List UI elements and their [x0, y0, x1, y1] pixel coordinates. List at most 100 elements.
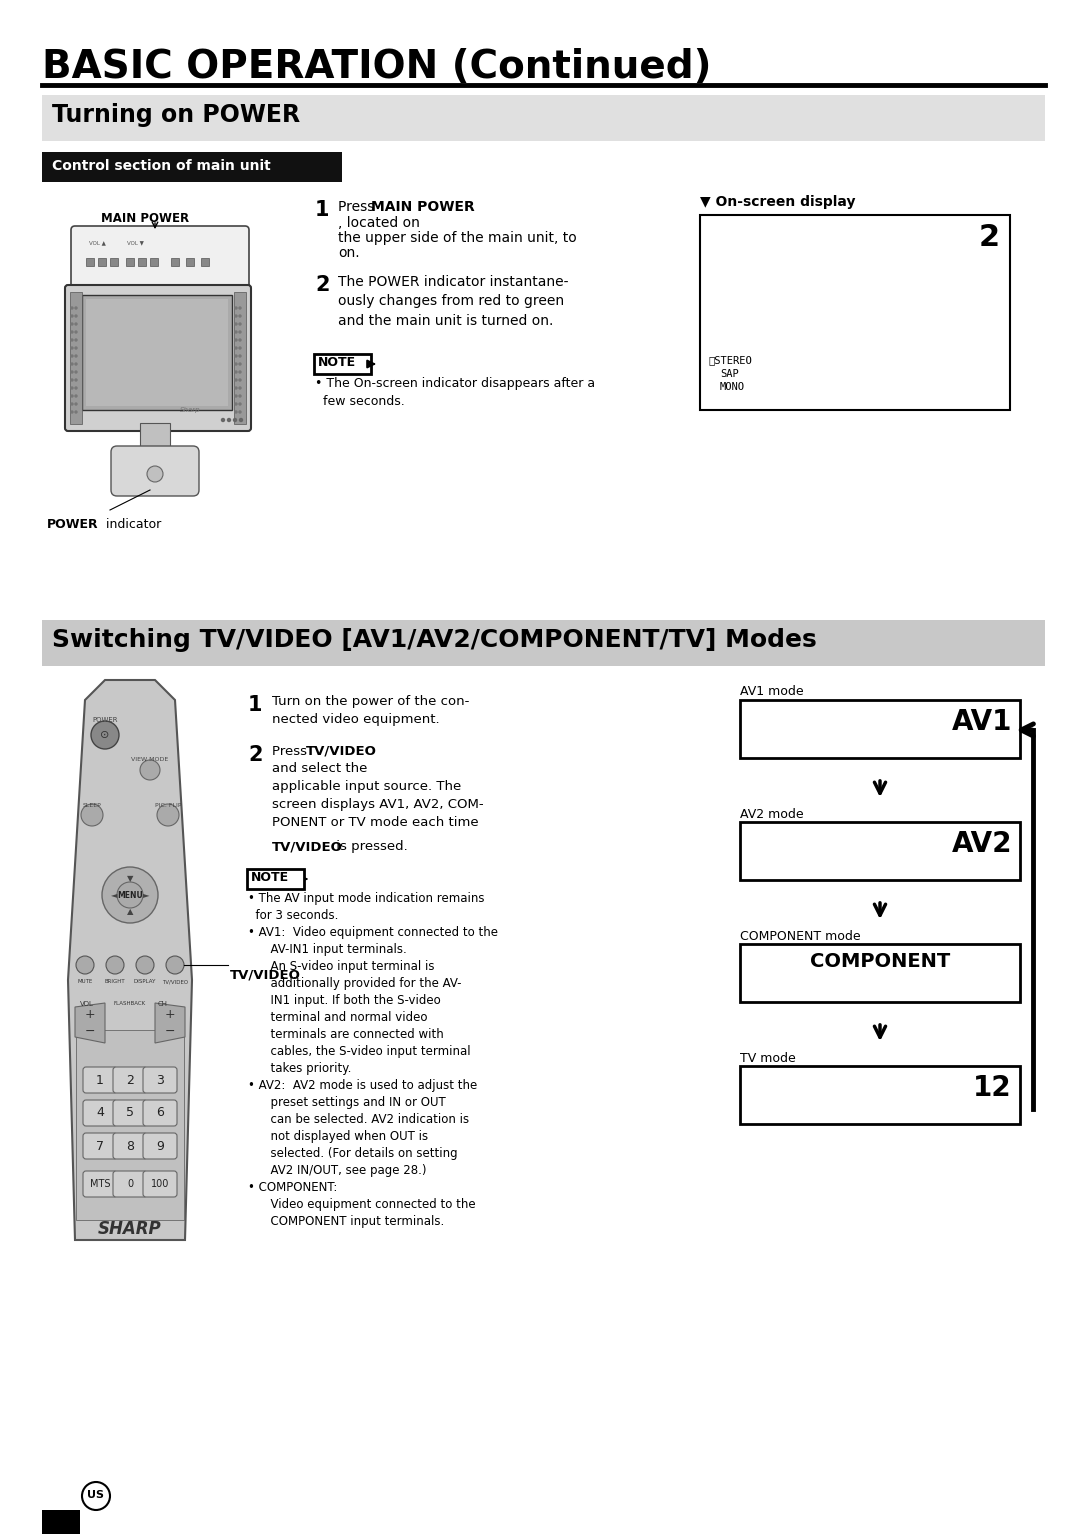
Circle shape	[235, 314, 237, 318]
Circle shape	[157, 804, 179, 825]
Text: +: +	[164, 1008, 175, 1022]
Text: 9: 9	[157, 1140, 164, 1152]
Text: US: US	[87, 1490, 105, 1500]
Bar	[42, 95, 1045, 141]
Text: MONO: MONO	[720, 382, 745, 393]
Text: TV mode: TV mode	[740, 1052, 796, 1065]
Bar	[171, 258, 179, 265]
Circle shape	[240, 419, 243, 422]
Text: MAIN POWER: MAIN POWER	[100, 212, 189, 225]
Text: The POWER indicator instantane-
ously changes from red to green
and the main uni: The POWER indicator instantane- ously ch…	[338, 275, 568, 328]
Bar	[186, 258, 194, 265]
FancyBboxPatch shape	[143, 1100, 177, 1126]
Text: is pressed.: is pressed.	[332, 841, 408, 853]
Text: MAIN POWER: MAIN POWER	[372, 199, 475, 215]
Circle shape	[235, 354, 237, 357]
Circle shape	[235, 411, 237, 413]
Circle shape	[71, 364, 73, 365]
Text: 2: 2	[126, 1074, 134, 1086]
Bar	[740, 700, 1020, 758]
Bar	[740, 943, 1020, 1002]
Text: Switching TV/VIDEO [AV1/AV2/COMPONENT/TV] Modes: Switching TV/VIDEO [AV1/AV2/COMPONENT/TV…	[52, 627, 816, 652]
Text: COMPONENT: COMPONENT	[810, 953, 950, 971]
Circle shape	[71, 331, 73, 333]
Bar	[86, 258, 94, 265]
Text: ▲: ▲	[126, 907, 133, 916]
Circle shape	[102, 867, 158, 923]
Text: • The AV input mode indication remains
  for 3 seconds.
• AV1:  Video equipment : • The AV input mode indication remains f…	[248, 891, 498, 1229]
Circle shape	[75, 314, 77, 318]
Circle shape	[75, 371, 77, 373]
Bar	[110, 258, 118, 265]
Text: Turn on the power of the con-
nected video equipment.: Turn on the power of the con- nected vid…	[272, 695, 470, 726]
Circle shape	[75, 394, 77, 397]
Text: 2: 2	[248, 746, 262, 765]
Text: MTS: MTS	[90, 1180, 110, 1189]
Text: on.: on.	[338, 245, 360, 259]
Circle shape	[239, 411, 241, 413]
Text: 1: 1	[248, 695, 262, 715]
Circle shape	[71, 411, 73, 413]
Circle shape	[75, 339, 77, 341]
Polygon shape	[68, 680, 192, 1239]
Circle shape	[117, 882, 143, 908]
Circle shape	[71, 394, 73, 397]
Circle shape	[71, 314, 73, 318]
Circle shape	[235, 324, 237, 325]
FancyBboxPatch shape	[314, 354, 372, 374]
Circle shape	[235, 339, 237, 341]
FancyBboxPatch shape	[143, 1068, 177, 1094]
Circle shape	[239, 324, 241, 325]
Text: NOTE: NOTE	[251, 871, 289, 884]
Circle shape	[75, 347, 77, 350]
Circle shape	[71, 403, 73, 405]
Text: , located on: , located on	[338, 216, 420, 230]
Text: −: −	[84, 1025, 95, 1037]
Circle shape	[71, 307, 73, 308]
Circle shape	[235, 394, 237, 397]
Circle shape	[75, 387, 77, 390]
Circle shape	[235, 331, 237, 333]
Text: ▼: ▼	[126, 874, 133, 884]
Circle shape	[76, 956, 94, 974]
Circle shape	[75, 411, 77, 413]
Text: 4: 4	[96, 1106, 104, 1120]
Text: COMPONENT mode: COMPONENT mode	[740, 930, 861, 943]
Text: BRIGHT: BRIGHT	[105, 979, 125, 983]
Circle shape	[166, 956, 184, 974]
Bar	[70, 291, 82, 423]
FancyBboxPatch shape	[83, 1134, 117, 1160]
Bar	[234, 291, 246, 423]
Circle shape	[239, 314, 241, 318]
Circle shape	[235, 379, 237, 380]
Circle shape	[233, 419, 237, 422]
Text: Press: Press	[272, 746, 311, 758]
Circle shape	[71, 354, 73, 357]
Text: 8: 8	[126, 1140, 134, 1152]
Circle shape	[136, 956, 154, 974]
Circle shape	[71, 339, 73, 341]
Text: POWER: POWER	[48, 518, 98, 531]
Text: FLASHBACK: FLASHBACK	[113, 1002, 146, 1006]
Text: ▼ On-screen display: ▼ On-screen display	[700, 195, 855, 209]
Polygon shape	[156, 1003, 185, 1043]
Text: AV2: AV2	[951, 830, 1012, 858]
Circle shape	[75, 364, 77, 365]
Polygon shape	[75, 1003, 105, 1043]
Text: 1: 1	[96, 1074, 104, 1086]
Circle shape	[75, 324, 77, 325]
Circle shape	[75, 354, 77, 357]
Text: VOL ▲: VOL ▲	[89, 239, 106, 245]
Circle shape	[91, 721, 119, 749]
Circle shape	[239, 339, 241, 341]
Circle shape	[75, 307, 77, 308]
Circle shape	[239, 394, 241, 397]
Bar	[150, 258, 158, 265]
Text: NOTE: NOTE	[318, 356, 356, 370]
Circle shape	[235, 371, 237, 373]
Circle shape	[82, 1482, 110, 1509]
Circle shape	[239, 307, 241, 308]
Circle shape	[147, 466, 163, 482]
FancyBboxPatch shape	[113, 1134, 147, 1160]
Text: SHARP: SHARP	[98, 1220, 162, 1238]
